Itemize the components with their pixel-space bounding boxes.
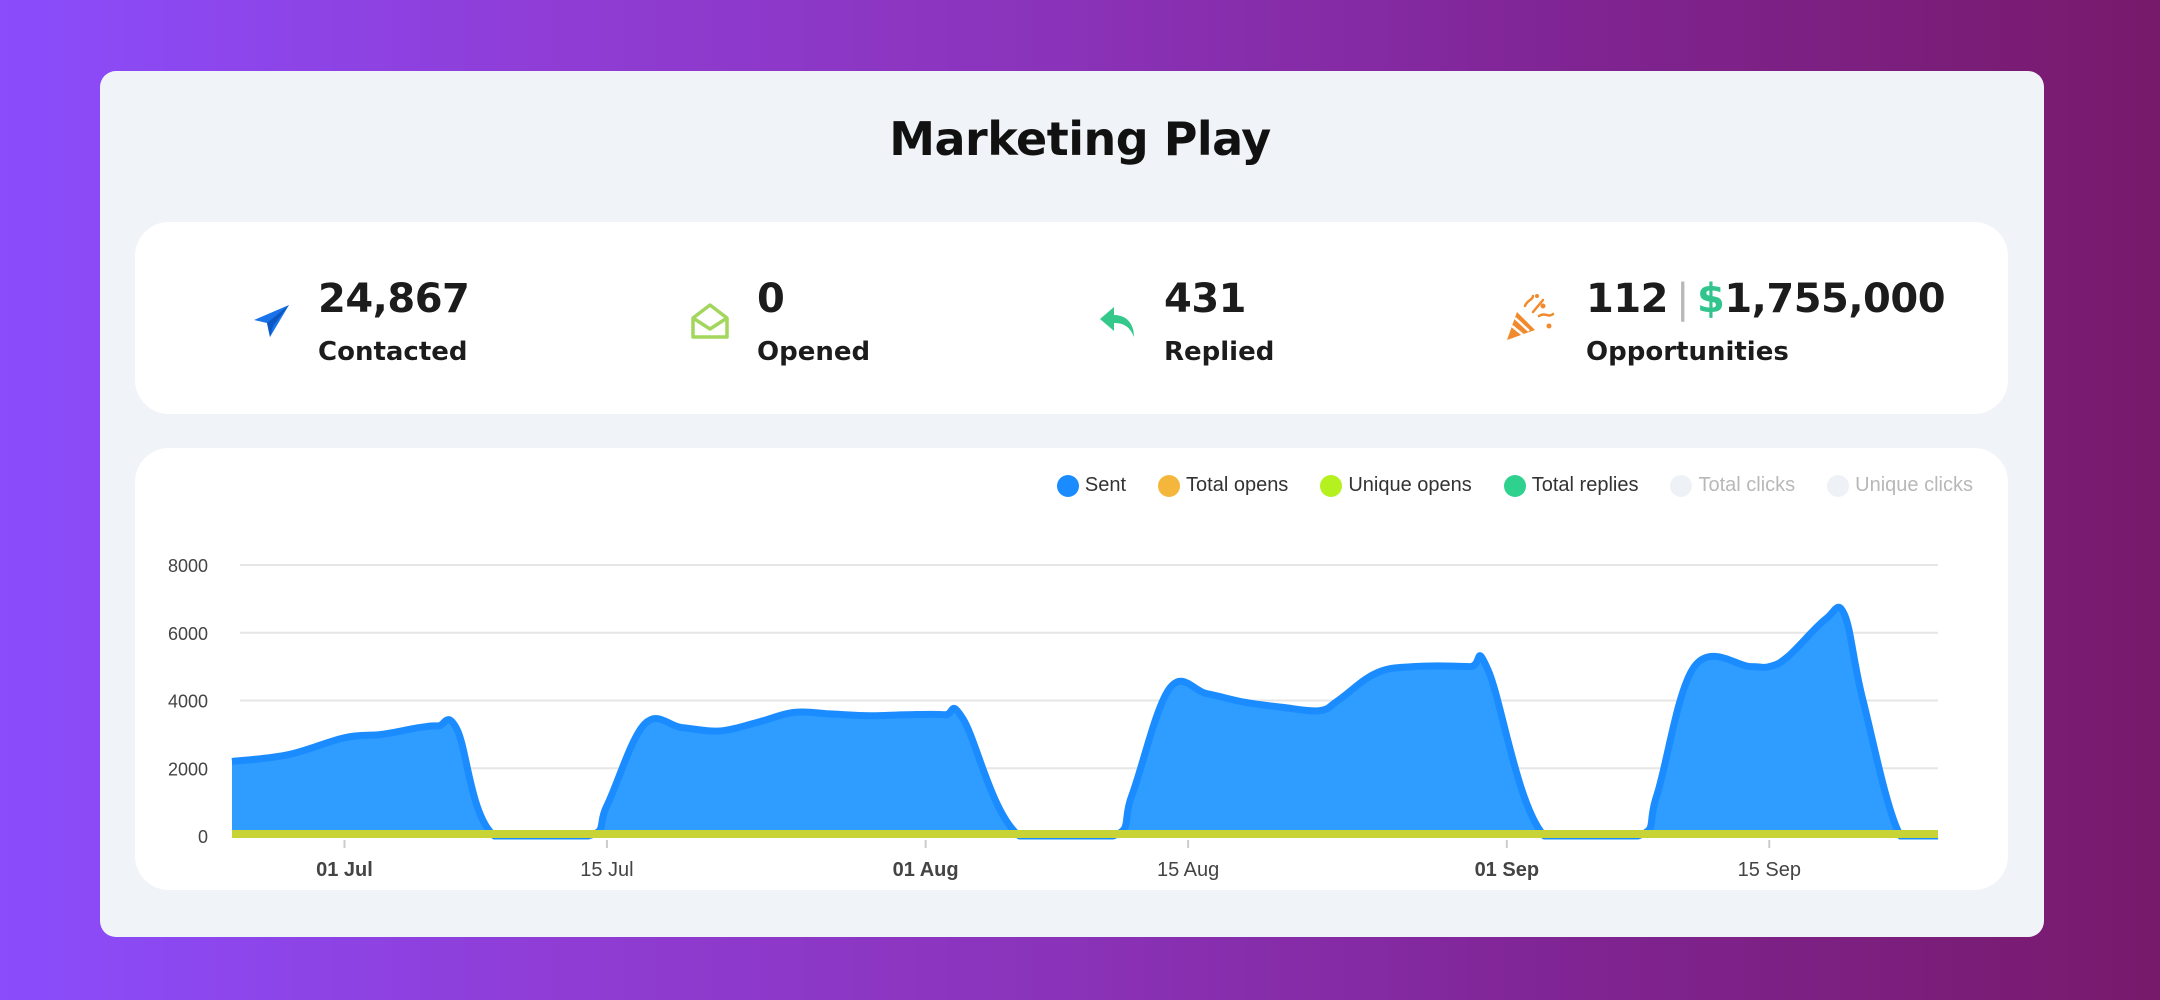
legend-label: Unique opens [1348, 474, 1472, 496]
legend-dot [1158, 474, 1181, 497]
legend-item-total-opens[interactable]: Total opens [1158, 474, 1288, 497]
legend-label: Sent [1084, 474, 1127, 496]
legend-item-unique-opens[interactable]: Unique opens [1320, 474, 1472, 497]
legend-label: Total clicks [1698, 474, 1796, 496]
replied-value: 431 [1164, 276, 1247, 322]
chart-card [135, 448, 2008, 890]
opportunities-value: 112 | $1,755,000 [1586, 276, 1946, 322]
open-envelope-icon [691, 303, 729, 339]
legend-item-total-replies[interactable]: Total replies [1503, 474, 1639, 497]
legend-dot [1503, 474, 1526, 497]
contacted-label: Contacted [318, 337, 468, 367]
legend-dot [1670, 474, 1693, 497]
legend-label: Unique clicks [1855, 474, 1973, 496]
legend-dot [1320, 474, 1343, 497]
party-popper-icon [1507, 294, 1555, 340]
opportunities-label: Opportunities [1586, 337, 1789, 367]
opportunities-amount: 1,755,000 [1724, 276, 1946, 322]
chart-legend: Sent Total opens Unique opens Total repl… [1025, 474, 1973, 497]
opportunities-separator: | [1676, 276, 1689, 322]
opportunities-count: 112 [1586, 276, 1669, 322]
legend-item-sent[interactable]: Sent [1056, 474, 1127, 497]
reply-arrow-icon [1100, 307, 1134, 337]
contacted-value: 24,867 [318, 276, 470, 322]
page-title: Marketing Play [889, 112, 1271, 166]
paper-plane-icon [254, 305, 289, 337]
stats-card [135, 222, 2008, 414]
legend-dot [1056, 474, 1079, 497]
legend-item-total-clicks[interactable]: Total clicks [1670, 474, 1795, 497]
replied-label: Replied [1164, 337, 1275, 367]
legend-label: Total replies [1531, 474, 1639, 496]
legend-item-unique-clicks[interactable]: Unique clicks [1827, 474, 1973, 497]
opened-value: 0 [757, 276, 785, 322]
legend-label: Total opens [1186, 474, 1289, 496]
currency-symbol: $ [1696, 276, 1725, 322]
legend-dot [1827, 474, 1850, 497]
opened-label: Opened [757, 337, 871, 367]
